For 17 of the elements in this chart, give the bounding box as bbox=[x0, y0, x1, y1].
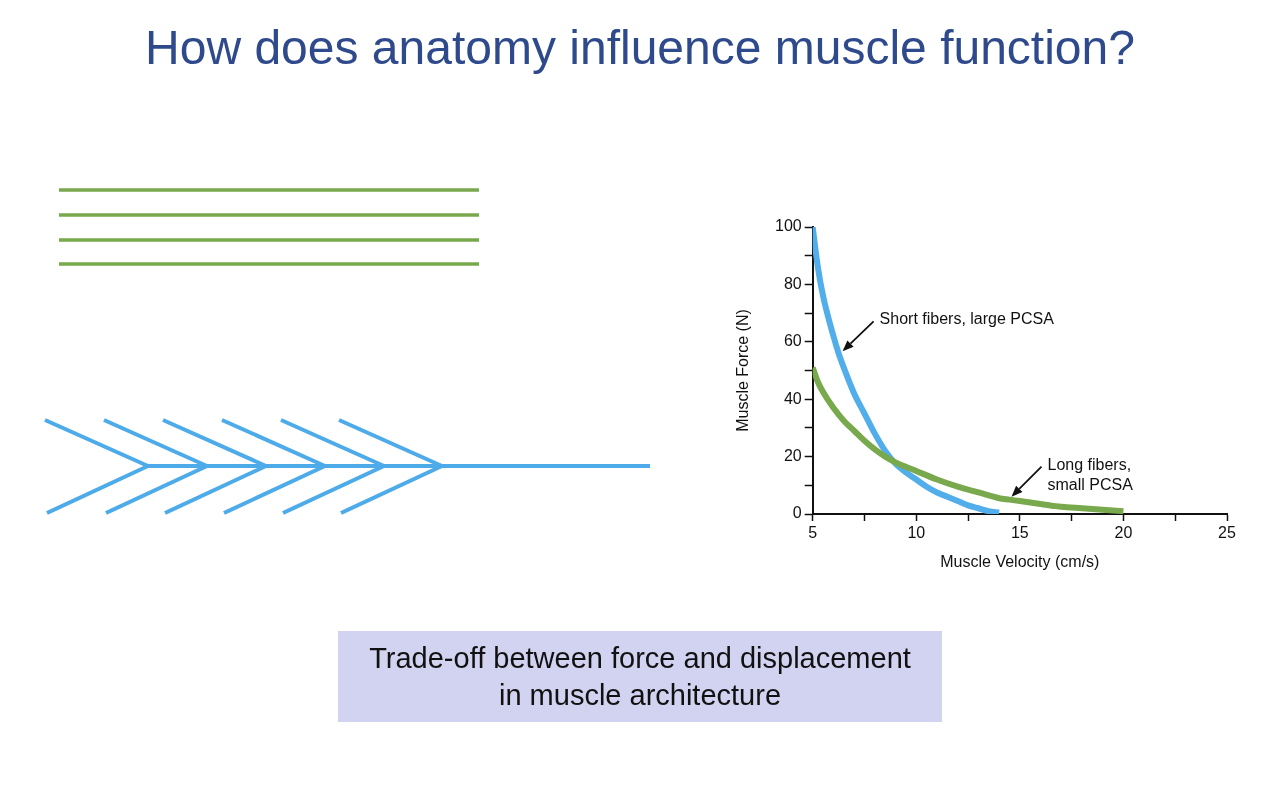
chart-title: How does anatomy influence muscle function? bbox=[145, 20, 1135, 76]
x-tick-label: 10 bbox=[907, 524, 926, 542]
x-tick-label: 15 bbox=[1010, 524, 1029, 542]
y-tick-label: 100 bbox=[775, 217, 802, 235]
text: Trade-off between force and displacement in muscle architecture bbox=[338, 631, 942, 722]
x-axis-title: Muscle Velocity (cm/s) bbox=[940, 552, 1100, 570]
y-axis-title: Muscle Force (N) bbox=[734, 309, 752, 432]
series-label: Long fibers, small PCSA bbox=[1047, 456, 1134, 493]
y-tick-label: 60 bbox=[783, 332, 802, 350]
y-tick-label: 0 bbox=[792, 504, 802, 522]
x-tick-label: 25 bbox=[1218, 524, 1236, 542]
y-tick-label: 80 bbox=[783, 274, 802, 292]
y-tick-label: 40 bbox=[783, 389, 802, 407]
text: Short fibers, large PCSA bbox=[879, 309, 1055, 327]
y-tick-label: 20 bbox=[783, 447, 802, 465]
x-tick-label: 5 bbox=[808, 524, 818, 542]
x-tick-label: 20 bbox=[1114, 524, 1133, 542]
